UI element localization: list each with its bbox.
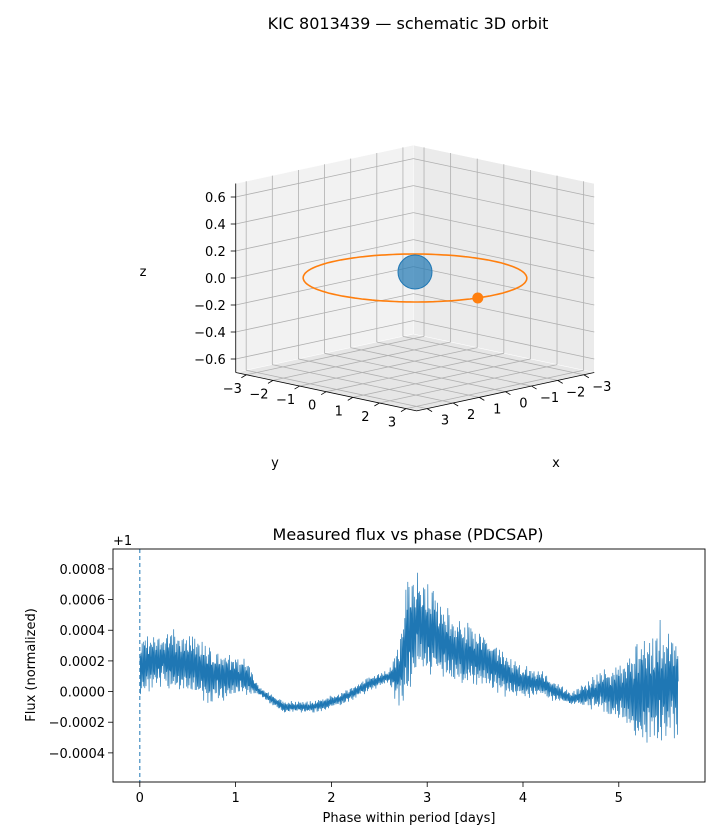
flux-x-tick-label: 3 (423, 791, 431, 806)
flux-y-tick-label: −0.0002 (49, 716, 105, 731)
orbit-y-tick (241, 374, 247, 379)
orbit-x-tick-label: 0 (519, 397, 527, 412)
orbit-z-tick-label: −0.2 (194, 299, 226, 314)
flux-offset-label: +1 (113, 534, 132, 549)
orbit-y-tick-label: 3 (388, 416, 396, 431)
orbit-x-tick-label: 2 (467, 408, 475, 423)
orbit-x-tick (531, 385, 537, 390)
flux-y-ticks: −0.0004 −0.0002 0.0000 0.0002 0.0004 0.0006 0.… (49, 563, 113, 762)
orbit-y-tick-label: −3 (223, 382, 242, 397)
orbit-gridline (413, 158, 595, 198)
orbit-gridline (298, 358, 480, 398)
orbit-gridlines (235, 147, 595, 410)
flux-x-ticks: 0 1 2 3 4 5 (136, 782, 623, 806)
orbit-z-tick-label: −0.6 (194, 353, 226, 368)
orbit-y-tick (400, 408, 407, 412)
flux-plot-frame (112, 548, 706, 783)
orbit-gridline (352, 358, 531, 398)
flux-y-tick-label: 0.0008 (60, 563, 106, 578)
orbit-z-tick-label: 0.6 (205, 191, 226, 206)
orbit-z-tick-label: 0.4 (205, 218, 226, 233)
orbit-z-axis-label: z (140, 265, 147, 280)
orbit-z-tick-label: 0.0 (205, 272, 226, 287)
orbit-y-tick (267, 380, 274, 384)
flux-chart-title: Measured flux vs phase (PDCSAP) (273, 525, 544, 544)
orbit-gridline (235, 185, 414, 225)
orbit-y-tick-label: 0 (308, 399, 316, 414)
orbit-chart: KIC 8013439 — schematic 3D orbit −3 −2 −1 0… (140, 14, 612, 471)
orbit-y-tick-label: −1 (276, 393, 295, 408)
orbit-x-tick-label: 1 (493, 402, 501, 417)
orbit-gridline (235, 293, 414, 333)
orbit-path-line (302, 253, 528, 303)
orbit-x-tick (452, 402, 459, 407)
planet-marker (472, 292, 484, 304)
orbit-y-tick (347, 397, 353, 401)
flux-chart: Measured flux vs phase (PDCSAP) +1 0 1 2 3 4… (24, 525, 706, 826)
orbit-x-tick-label: −1 (540, 391, 559, 406)
orbit-gridline (235, 158, 414, 198)
orbit-y-tick-label: 1 (335, 404, 343, 419)
orbit-gridline (413, 293, 595, 333)
flux-x-tick-label: 1 (231, 791, 239, 806)
orbit-y-tick-label: −2 (249, 387, 268, 402)
orbit-x-tick (557, 380, 563, 384)
flux-y-tick-label: 0.0004 (60, 624, 106, 639)
orbit-gridline (405, 369, 584, 410)
orbit-chart-title: KIC 8013439 — schematic 3D orbit (268, 14, 549, 33)
orbit-z-tick-label: 0.2 (205, 245, 226, 260)
orbit-x-tick-label: −3 (592, 380, 611, 395)
orbit-marks (302, 253, 528, 304)
orbit-tick-labels: −3 −2 −1 0 1 2 3 −3 −2 −1 0 1 2 3 −0.6 −0.4 −0.2 0.0 0.2 0.… (194, 191, 611, 431)
flux-series-line (139, 572, 679, 743)
flux-y-tick-label: 0.0002 (60, 655, 106, 670)
orbit-gridline (235, 320, 414, 360)
flux-x-axis-label: Phase within period [days] (323, 811, 496, 826)
flux-y-tick-label: 0.0006 (60, 594, 106, 609)
orbit-z-tick-label: −0.4 (194, 326, 226, 341)
orbit-gridline (413, 185, 595, 225)
orbit-gridline (413, 320, 595, 360)
orbit-x-tick-label: −2 (566, 385, 585, 400)
orbit-y-tick-label: 2 (361, 410, 369, 425)
orbit-gridline (413, 212, 595, 252)
orbit-x-tick (426, 408, 433, 412)
orbit-y-tick (320, 391, 327, 396)
flux-x-tick-label: 2 (327, 791, 335, 806)
flux-y-tick-label: −0.0004 (49, 747, 105, 762)
flux-series (139, 572, 679, 743)
orbit-gridline (235, 212, 414, 252)
orbit-gridline (235, 239, 414, 279)
orbit-gridline (246, 369, 428, 410)
host-star-marker (397, 254, 433, 290)
orbit-x-tick (505, 391, 511, 396)
orbit-x-axis-label: x (552, 456, 560, 471)
orbit-x-tick-label: 3 (441, 414, 449, 429)
flux-y-tick-label: 0.0000 (60, 686, 106, 701)
orbit-x-tick (583, 374, 590, 379)
orbit-gridline (379, 364, 558, 404)
orbit-gridline (413, 239, 595, 279)
orbit-y-tick (294, 385, 300, 390)
orbit-gridline (326, 352, 504, 393)
orbit-y-axis-label: y (271, 456, 279, 471)
flux-x-tick-label: 5 (615, 791, 623, 806)
orbit-y-tick (374, 402, 380, 407)
flux-x-tick-label: 4 (519, 791, 527, 806)
flux-x-tick-label: 0 (136, 791, 144, 806)
orbit-gridline (413, 266, 595, 306)
flux-y-axis-label: Flux (normalized) (24, 608, 39, 722)
orbit-x-tick (479, 397, 485, 401)
orbit-gridline (235, 266, 414, 306)
orbit-gridline (272, 364, 454, 404)
